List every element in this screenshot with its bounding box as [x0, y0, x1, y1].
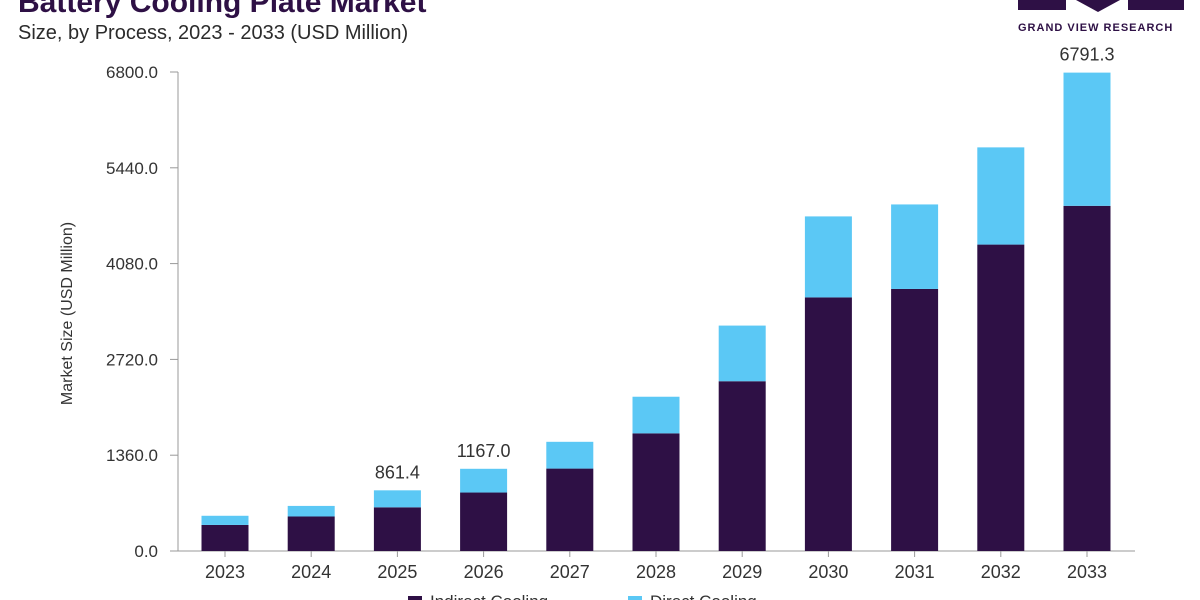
bar-indirect-2026 — [460, 492, 508, 551]
x-tick-label: 2032 — [981, 562, 1021, 582]
bar-direct-2024 — [287, 505, 335, 517]
bar-direct-2029 — [718, 325, 766, 382]
x-tick-label: 2033 — [1067, 562, 1107, 582]
bar-direct-2027 — [546, 441, 594, 469]
bar-indirect-2027 — [546, 468, 594, 551]
bar-indirect-2025 — [373, 507, 421, 551]
x-tick-label: 2028 — [636, 562, 676, 582]
x-tick-label: 2025 — [377, 562, 417, 582]
data-label: 6791.3 — [1059, 45, 1114, 65]
legend-label-direct: Direct Cooling — [650, 592, 757, 600]
legend-swatch-indirect — [408, 596, 422, 600]
logo-text: GRAND VIEW RESEARCH — [1018, 22, 1174, 34]
data-label: 1167.0 — [457, 441, 511, 461]
y-tick-label: 0.0 — [134, 542, 158, 561]
chart-title: Battery Cooling Plate Market — [18, 0, 427, 19]
bar-indirect-2033 — [1063, 205, 1111, 551]
legend-label-indirect: Indirect Cooling — [430, 592, 548, 600]
bar-direct-2030 — [804, 216, 852, 298]
x-tick-label: 2023 — [205, 562, 245, 582]
chart-subtitle: Size, by Process, 2023 - 2033 (USD Milli… — [18, 22, 409, 44]
legend-swatch-direct — [628, 596, 642, 600]
bar-indirect-2032 — [977, 244, 1025, 552]
y-tick-label: 5440.0 — [106, 159, 158, 178]
y-axis-title: Market Size (USD Million) — [59, 222, 76, 405]
y-tick-label: 2720.0 — [106, 350, 158, 369]
logo-mark-icon — [1018, 0, 1184, 12]
data-label: 861.4 — [375, 462, 420, 482]
bar-indirect-2031 — [891, 288, 939, 551]
x-tick-label: 2026 — [464, 562, 504, 582]
x-tick-label: 2029 — [722, 562, 762, 582]
y-tick-label: 1360.0 — [106, 446, 158, 465]
x-tick-label: 2024 — [291, 562, 331, 582]
x-tick-label: 2027 — [550, 562, 590, 582]
bar-indirect-2024 — [287, 516, 335, 551]
bar-direct-2026 — [460, 468, 508, 493]
bar-direct-2031 — [891, 204, 939, 289]
bar-direct-2023 — [201, 515, 249, 525]
x-tick-label: 2031 — [895, 562, 935, 582]
x-tick-label: 2030 — [808, 562, 848, 582]
bar-indirect-2030 — [804, 297, 852, 551]
bar-direct-2025 — [373, 490, 421, 508]
bar-indirect-2028 — [632, 433, 680, 551]
brand-logo: GRAND VIEW RESEARCH — [1010, 0, 1190, 40]
bar-direct-2032 — [977, 147, 1025, 245]
bar-direct-2033 — [1063, 72, 1111, 206]
bar-indirect-2023 — [201, 524, 249, 551]
bar-indirect-2029 — [718, 381, 766, 551]
bar-direct-2028 — [632, 396, 680, 434]
y-tick-label: 6800.0 — [106, 63, 158, 82]
y-tick-label: 4080.0 — [106, 255, 158, 274]
